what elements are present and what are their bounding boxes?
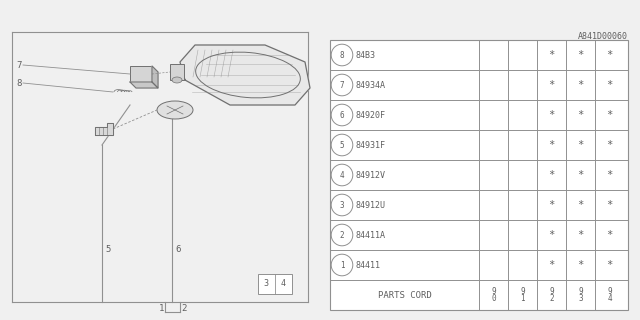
Polygon shape [180, 45, 310, 105]
Text: *: * [548, 230, 555, 240]
Text: *: * [606, 80, 612, 90]
Text: 84912V: 84912V [356, 171, 386, 180]
Text: 5: 5 [340, 140, 344, 149]
Text: 9
0: 9 0 [491, 286, 496, 303]
Text: *: * [577, 50, 584, 60]
Text: 1: 1 [340, 260, 344, 269]
Text: *: * [577, 170, 584, 180]
Text: *: * [577, 260, 584, 270]
Text: 9
1: 9 1 [520, 286, 525, 303]
Text: *: * [548, 170, 555, 180]
Text: 3: 3 [264, 279, 269, 289]
Text: *: * [548, 140, 555, 150]
Text: 8: 8 [17, 78, 22, 87]
Text: 84912U: 84912U [356, 201, 386, 210]
Text: 84B3: 84B3 [356, 51, 376, 60]
Text: *: * [606, 230, 612, 240]
Text: *: * [606, 170, 612, 180]
Text: *: * [577, 110, 584, 120]
Text: 7: 7 [340, 81, 344, 90]
Text: *: * [606, 200, 612, 210]
Text: 7: 7 [17, 60, 22, 69]
Text: 9
4: 9 4 [607, 286, 612, 303]
Text: *: * [577, 200, 584, 210]
Text: *: * [577, 140, 584, 150]
Text: *: * [548, 110, 555, 120]
Text: 84931F: 84931F [356, 140, 386, 149]
Text: 84411A: 84411A [356, 230, 386, 239]
Text: 2: 2 [181, 304, 186, 313]
Text: 84920F: 84920F [356, 110, 386, 119]
Text: 2: 2 [340, 230, 344, 239]
Text: 4: 4 [280, 279, 285, 289]
Polygon shape [152, 66, 158, 88]
Text: 5: 5 [105, 245, 110, 254]
Text: *: * [606, 50, 612, 60]
Text: *: * [548, 80, 555, 90]
Text: *: * [548, 50, 555, 60]
Text: *: * [606, 260, 612, 270]
Text: 3: 3 [340, 201, 344, 210]
Text: 6: 6 [175, 245, 180, 254]
Text: *: * [548, 200, 555, 210]
Text: *: * [606, 140, 612, 150]
Polygon shape [95, 123, 113, 135]
Polygon shape [130, 82, 158, 88]
Text: 6: 6 [340, 110, 344, 119]
Text: 9
2: 9 2 [549, 286, 554, 303]
Text: A841D00060: A841D00060 [578, 32, 628, 41]
Ellipse shape [157, 101, 193, 119]
Bar [170, 64, 184, 80]
Text: 84411: 84411 [356, 260, 381, 269]
Text: *: * [548, 260, 555, 270]
Text: PARTS CORD: PARTS CORD [378, 291, 431, 300]
Text: 1: 1 [159, 304, 164, 313]
Text: 4: 4 [340, 171, 344, 180]
Text: *: * [577, 80, 584, 90]
Text: 9
3: 9 3 [578, 286, 583, 303]
Text: *: * [577, 230, 584, 240]
Text: 8: 8 [340, 51, 344, 60]
Text: *: * [606, 110, 612, 120]
Bar [258, 274, 292, 294]
Bar [130, 66, 152, 82]
Bar [330, 40, 628, 310]
Text: 84934A: 84934A [356, 81, 386, 90]
Ellipse shape [172, 77, 182, 83]
